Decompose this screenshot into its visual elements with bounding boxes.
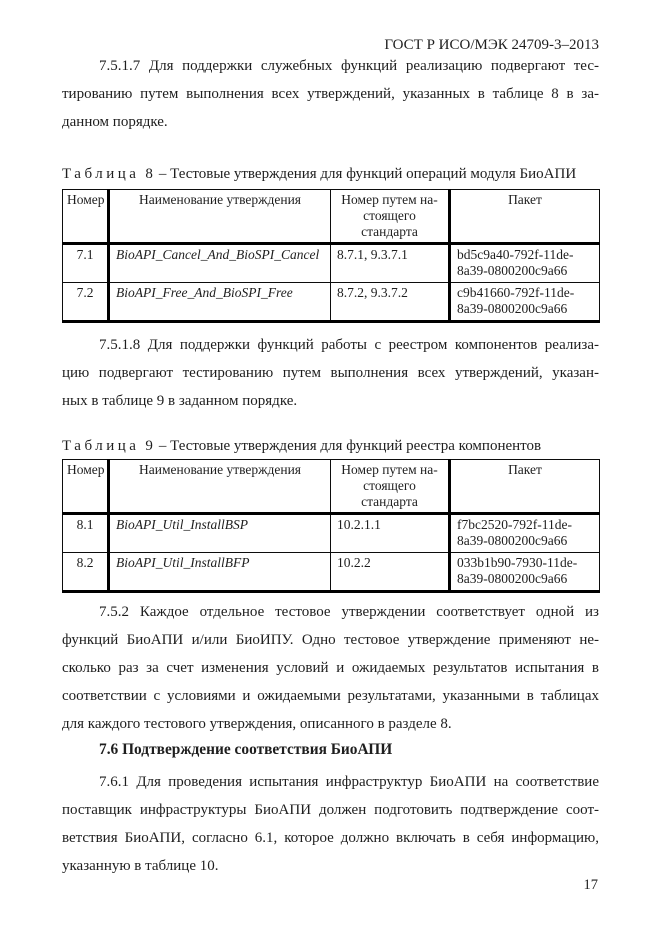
- cell-assertion-number: 7.1: [62, 243, 110, 283]
- header-line: стоящего: [363, 478, 416, 493]
- cell-assertion-number: 7.2: [62, 282, 110, 322]
- text-line: тированию путем выполнения всех утвержде…: [62, 86, 599, 102]
- table-row: 8.2 BioAPI_Util_InstallBFP 10.2.2 033b1b90-…: [62, 552, 600, 592]
- column-header: Наименование утверждения: [108, 459, 331, 515]
- package-line: 033b1b90-7930-11de-: [457, 555, 578, 570]
- column-header: Номер: [62, 189, 110, 245]
- text-line: ветствия БиоАПИ, согласно 6.1, которое д…: [62, 830, 599, 846]
- package-line: f7bc2520-792f-11de-: [457, 517, 572, 532]
- cell-assertion-number: 8.1: [62, 513, 110, 553]
- table-header-row: Номер Наименование утверждения Номер путем…: [62, 189, 600, 245]
- text-line: сколько раз за счет изменения условий и …: [62, 660, 599, 676]
- text-line: соответствии с условиями и ожидаемыми ре…: [62, 688, 599, 704]
- header-line: Номер: [67, 192, 105, 207]
- table-header-row: Номер Наименование утверждения Номер путем…: [62, 459, 600, 515]
- table-8: Номер Наименование утверждения Номер путем…: [62, 189, 600, 323]
- package-line: 8a39-0800200c9a66: [457, 571, 568, 586]
- column-header: Номер путем на-стоящего стандарта: [330, 189, 451, 245]
- paragraph-7-5-1-7: 7.5.1.7 Для поддержки служебных функций …: [62, 52, 599, 136]
- paragraph-7-5-1-8: 7.5.1.8 Для поддержки функций работы с р…: [62, 331, 599, 415]
- table-caption-label: Таблица: [62, 438, 140, 454]
- text-line: данном порядке.: [62, 114, 168, 130]
- table-8-caption: Таблица 8 – Тестовые утверждения для функц…: [62, 163, 599, 185]
- paragraph-7-6-1: 7.6.1 Для проведения испытания инфрастру…: [62, 768, 599, 880]
- cell-assertion-number: 8.2: [62, 552, 110, 592]
- header-line: Номер путем на-: [341, 462, 438, 477]
- text-line: поставщик инфраструктуры БиоАПИ должен п…: [62, 802, 599, 818]
- column-header: Наименование утверждения: [108, 189, 331, 245]
- header-line: Номер: [67, 462, 105, 477]
- cell-clause-number: 10.2.2: [330, 552, 451, 592]
- column-header: Пакет: [449, 459, 600, 515]
- cell-package-uuid: f7bc2520-792f-11de- 8a39-0800200c9a66: [449, 513, 600, 553]
- text-line: функций БиоАПИ и/или БиоИПУ. Одно тестов…: [62, 632, 599, 648]
- section-heading-7-6: 7.6 Подтверждение соответствия БиоАПИ: [99, 741, 393, 758]
- table-caption-title: – Тестовые утверждения для функций опера…: [158, 166, 577, 182]
- header-line: стандарта: [361, 224, 418, 239]
- column-header: Номер: [62, 459, 110, 515]
- header-line: Пакет: [508, 192, 542, 207]
- text-line: цию подвергают тестированию путем выполн…: [62, 365, 599, 381]
- table-row: 7.1 BioAPI_Cancel_And_BioSPI_Cancel 8.7.1,…: [62, 243, 600, 283]
- package-line: 8a39-0800200c9a66: [457, 533, 568, 548]
- header-line: Наименование утверждения: [138, 192, 301, 207]
- table-caption-label: Таблица: [62, 166, 140, 182]
- table-caption-number: 8: [145, 166, 153, 182]
- header-line: Номер путем на-: [341, 192, 438, 207]
- header-line: стандарта: [361, 494, 418, 509]
- column-header: Пакет: [449, 189, 600, 245]
- cell-assertion-name: BioAPI_Free_And_BioSPI_Free: [108, 282, 331, 322]
- package-line: bd5c9a40-792f-11de-: [457, 247, 574, 262]
- cell-package-uuid: c9b41660-792f-11de- 8a39-0800200c9a66: [449, 282, 600, 322]
- column-header: Номер путем на-стоящего стандарта: [330, 459, 451, 515]
- table-caption-title: – Тестовые утверждения для функций реест…: [158, 438, 542, 454]
- text-line: ных в таблице 9 в заданном порядке.: [62, 393, 298, 409]
- text-line: 7.5.2 Каждое отдельное тестовое утвержде…: [99, 604, 599, 620]
- cell-package-uuid: 033b1b90-7930-11de- 8a39-0800200c9a66: [449, 552, 600, 592]
- text-line: 7.5.1.8 Для поддержки функций работы с р…: [99, 337, 599, 353]
- paragraph-7-5-2: 7.5.2 Каждое отдельное тестовое утвержде…: [62, 598, 599, 738]
- table-9: Номер Наименование утверждения Номер путем…: [62, 459, 600, 593]
- package-line: 8a39-0800200c9a66: [457, 263, 568, 278]
- package-line: c9b41660-792f-11de-: [457, 285, 575, 300]
- text-line: для каждого тестового утверждения, описа…: [62, 716, 452, 732]
- cell-assertion-name: BioAPI_Util_InstallBSP: [108, 513, 331, 553]
- header-line: Наименование утверждения: [138, 462, 301, 477]
- header-line: стоящего: [363, 208, 416, 223]
- cell-assertion-name: BioAPI_Cancel_And_BioSPI_Cancel: [108, 243, 331, 283]
- cell-clause-number: 8.7.2, 9.3.7.2: [330, 282, 451, 322]
- page-number: 17: [583, 877, 599, 893]
- table-row: 7.2 BioAPI_Free_And_BioSPI_Free 8.7.2, 9.3…: [62, 282, 600, 322]
- text-line: 7.6.1 Для проведения испытания инфрастру…: [99, 774, 599, 790]
- text-line: 7.5.1.7 Для поддержки служебных функций …: [99, 58, 599, 74]
- header-line: Пакет: [508, 462, 542, 477]
- package-line: 8a39-0800200c9a66: [457, 301, 568, 316]
- running-header: ГОСТ Р ИСО/МЭК 24709-3–2013: [384, 37, 599, 53]
- text-line: указанную в таблице 10.: [62, 858, 219, 874]
- cell-assertion-name: BioAPI_Util_InstallBFP: [108, 552, 331, 592]
- table-row: 8.1 BioAPI_Util_InstallBSP 10.2.1.1 f7bc252…: [62, 513, 600, 553]
- table-9-caption: Таблица 9 – Тестовые утверждения для функц…: [62, 435, 599, 457]
- table-caption-number: 9: [145, 438, 153, 454]
- cell-clause-number: 10.2.1.1: [330, 513, 451, 553]
- cell-clause-number: 8.7.1, 9.3.7.1: [330, 243, 451, 283]
- cell-package-uuid: bd5c9a40-792f-11de- 8a39-0800200c9a66: [449, 243, 600, 283]
